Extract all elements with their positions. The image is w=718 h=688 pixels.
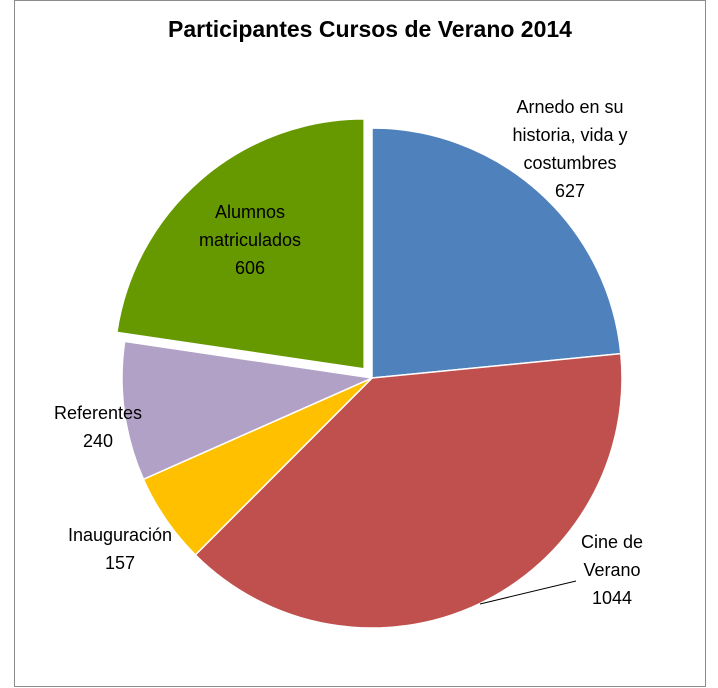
pie-slice [121,340,375,481]
pie [115,118,623,629]
slice-label: Cine de Verano 1044 [566,528,658,612]
category-label: Arnedo en su historia, vida y costumbres [512,97,628,173]
pie-slice [194,352,623,629]
slice-label: Arnedo en su historia, vida y costumbres… [495,93,645,205]
slice-label: Alumnos matriculados 606 [185,198,315,282]
value-label: 240 [82,431,114,451]
value-label: 157 [104,553,136,573]
leader-line [479,580,577,605]
pie-slice [115,118,365,370]
value-label: 627 [554,181,586,201]
category-label: Cine de Verano [580,532,644,580]
slice-label: Referentes 240 [33,399,163,455]
category-label: Referentes [53,403,143,423]
value-label: 606 [234,258,266,278]
category-label: Alumnos matriculados [198,202,302,250]
slice-label: Inauguración 157 [45,521,195,577]
chart-title: Participantes Cursos de Verano 2014 [168,16,572,42]
value-label: 1044 [591,588,633,608]
pie-slice [371,127,622,379]
category-label: Inauguración [67,525,173,545]
